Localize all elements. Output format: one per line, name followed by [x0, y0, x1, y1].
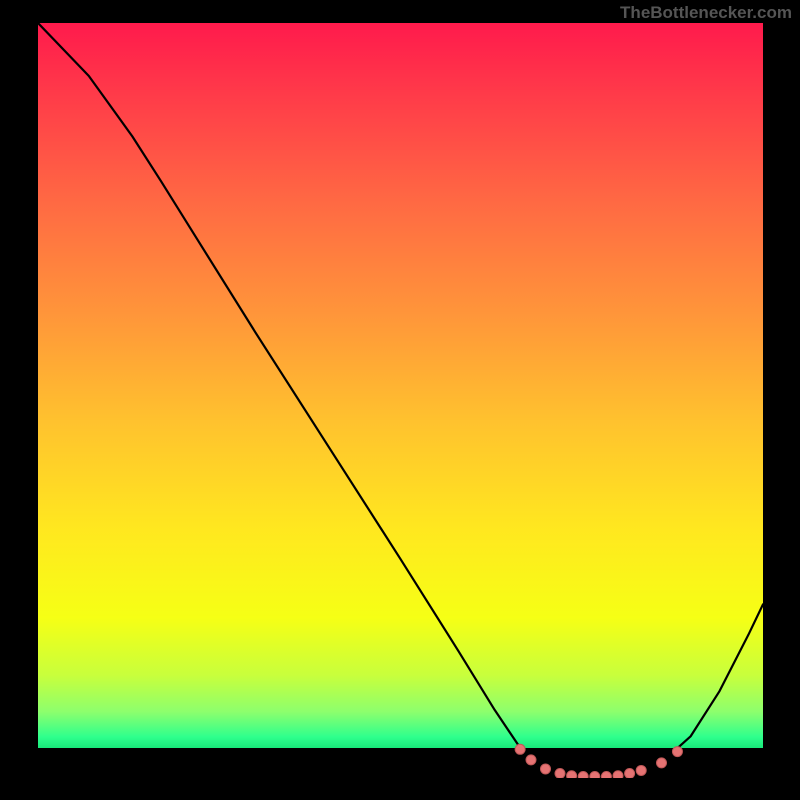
chart-container: { "watermark": { "text": "TheBottlenecke… — [0, 0, 800, 800]
marker-point — [657, 758, 667, 768]
plot-area — [38, 23, 763, 778]
performance-curve — [38, 23, 763, 776]
marker-point — [526, 755, 536, 765]
marker-point — [567, 771, 577, 778]
marker-point — [555, 768, 565, 778]
marker-point — [601, 771, 611, 778]
curve-layer — [38, 23, 763, 778]
marker-point — [541, 764, 551, 774]
marker-point — [590, 771, 600, 778]
marker-point — [515, 744, 525, 754]
markers-group — [515, 744, 682, 778]
marker-point — [578, 771, 588, 778]
marker-point — [672, 747, 682, 757]
marker-point — [613, 771, 623, 778]
marker-point — [636, 765, 646, 775]
watermark-text: TheBottlenecker.com — [620, 3, 792, 23]
marker-point — [625, 768, 635, 778]
